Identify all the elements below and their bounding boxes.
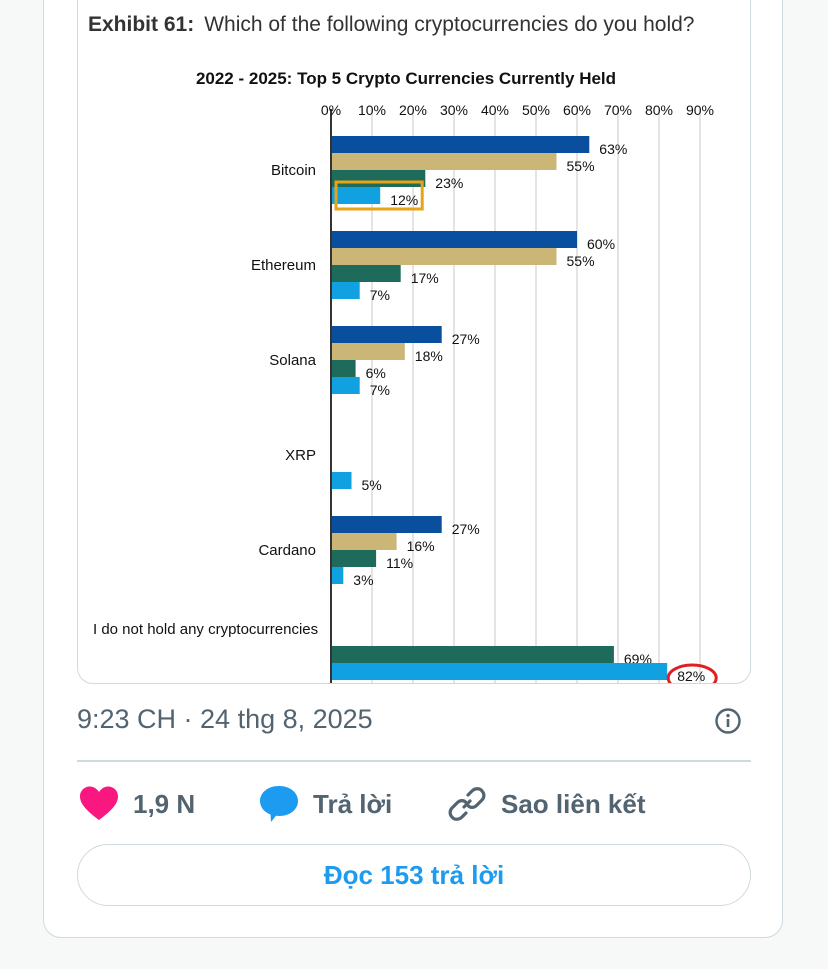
x-tick-label: 30%: [440, 102, 468, 118]
value-label: 60%: [587, 236, 615, 252]
read-replies-button[interactable]: Đọc 153 trả lời: [77, 844, 751, 906]
copy-link-button[interactable]: Sao liên kết: [447, 780, 646, 828]
bar: [332, 187, 381, 204]
category-label: XRP: [285, 447, 316, 464]
bar: [332, 153, 557, 170]
bar: [332, 646, 614, 663]
value-label: 63%: [599, 141, 627, 157]
bar: [332, 231, 577, 248]
value-label: 17%: [411, 270, 439, 286]
value-label: 27%: [452, 331, 480, 347]
like-button[interactable]: 1,9 N: [79, 780, 195, 828]
speech-bubble-icon: [260, 786, 298, 822]
chart-title: 2022 - 2025: Top 5 Crypto Currencies Cur…: [196, 69, 616, 88]
highlight-circle: [666, 663, 718, 683]
bar: [332, 533, 397, 550]
value-label: 55%: [567, 158, 595, 174]
action-bar: 1,9 N Trả lời Sao liên kết: [77, 780, 751, 828]
bar: [332, 516, 442, 533]
copy-link-label: Sao liên kết: [501, 788, 646, 819]
value-label: 55%: [567, 253, 595, 269]
highlight-box: [334, 180, 424, 211]
link-icon: [448, 787, 486, 821]
bar: [332, 663, 668, 680]
x-tick-label: 90%: [686, 102, 714, 118]
value-label: 11%: [386, 555, 413, 571]
exhibit-caption: Exhibit 61: Which of the following crypto…: [88, 13, 694, 37]
tweet-media-image[interactable]: Exhibit 61: Which of the following crypto…: [77, 0, 751, 684]
heart-icon: [80, 786, 118, 820]
value-label: 5%: [362, 477, 382, 493]
bar: [332, 136, 590, 153]
value-label: 23%: [435, 175, 463, 191]
bar: [332, 377, 360, 394]
category-label: I do not hold any cryptocurrencies: [93, 621, 318, 638]
category-label: Solana: [269, 352, 316, 369]
bar: [332, 360, 356, 377]
bar: [332, 326, 442, 343]
x-tick-label: 10%: [358, 102, 386, 118]
bar: [332, 265, 401, 282]
tweet-timestamp[interactable]: 9:23 CH · 24 thg 8, 2025: [77, 704, 373, 734]
bar: [332, 282, 360, 299]
info-icon[interactable]: [714, 707, 742, 735]
value-label: 82%: [677, 668, 705, 684]
like-count: 1,9 N: [133, 788, 196, 819]
value-label: 3%: [353, 572, 373, 588]
x-tick-label: 80%: [645, 102, 673, 118]
value-label: 6%: [366, 365, 386, 381]
x-tick-label: 50%: [522, 102, 550, 118]
category-label: Cardano: [258, 542, 316, 559]
divider: [77, 760, 751, 762]
bar: [332, 472, 352, 489]
reply-label: Trả lời: [313, 788, 393, 819]
exhibit-label: Exhibit 61:: [88, 13, 195, 36]
value-label: 12%: [390, 192, 418, 208]
x-tick-label: 0%: [321, 102, 341, 118]
category-label: Bitcoin: [271, 162, 316, 179]
x-tick-label: 60%: [563, 102, 591, 118]
bar: [332, 567, 344, 584]
value-label: 7%: [370, 287, 390, 303]
value-label: 16%: [407, 538, 435, 554]
bar-chart: 2022 - 2025: Top 5 Crypto Currencies Cur…: [93, 69, 718, 684]
bar: [332, 248, 557, 265]
x-tick-label: 20%: [399, 102, 427, 118]
bar: [332, 550, 377, 567]
bar: [332, 343, 405, 360]
value-label: 18%: [415, 348, 443, 364]
value-label: 7%: [370, 382, 390, 398]
category-label: Ethereum: [251, 257, 316, 274]
value-label: 27%: [452, 521, 480, 537]
exhibit-question: Which of the following cryptocurrencies …: [204, 13, 695, 36]
x-tick-label: 70%: [604, 102, 632, 118]
reply-button[interactable]: Trả lời: [259, 780, 392, 828]
x-tick-label: 40%: [481, 102, 509, 118]
bar: [332, 170, 426, 187]
